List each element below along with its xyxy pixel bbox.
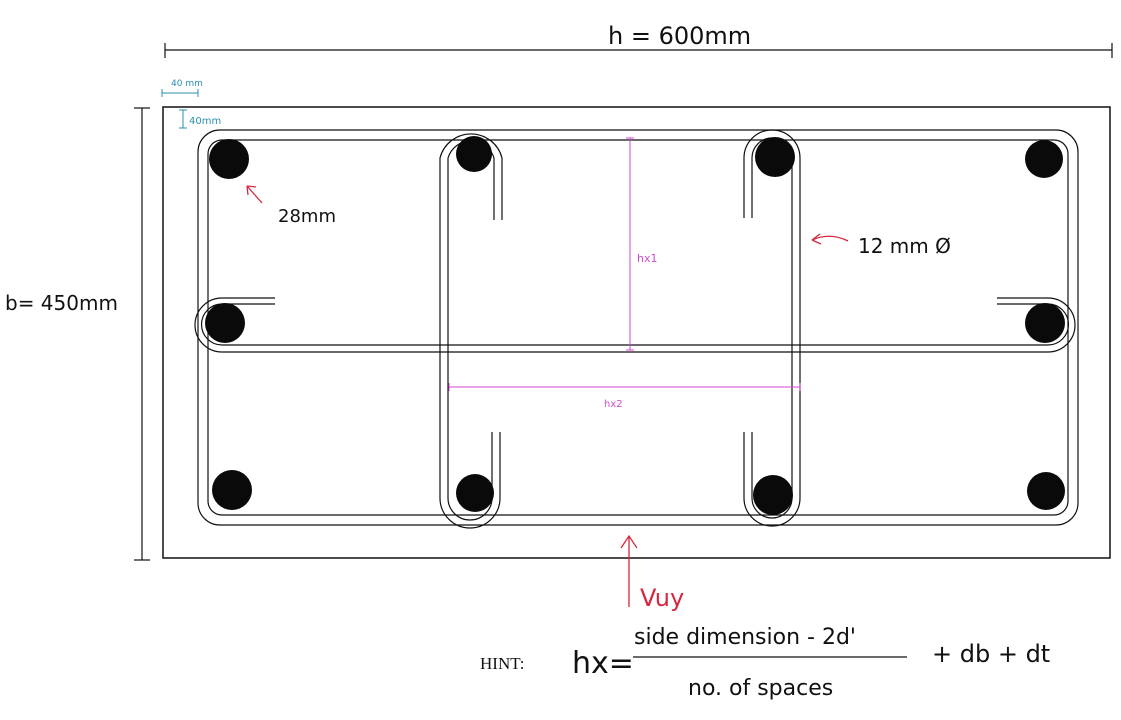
hint-numerator: side dimension - 2d' bbox=[634, 625, 856, 650]
horizontal-crosstie bbox=[194, 297, 1076, 353]
hint-tail: + db + dt bbox=[932, 640, 1050, 668]
bar-size-label: 28mm bbox=[278, 206, 336, 227]
rebar bbox=[1025, 303, 1065, 343]
hint-lhs: hx= bbox=[572, 646, 634, 681]
rebar bbox=[205, 303, 245, 343]
height-dimension: b= 450mm bbox=[5, 107, 150, 561]
perimeter-tie bbox=[197, 129, 1079, 526]
tie-size-callout: 12 mm Ø bbox=[811, 233, 951, 258]
width-label: h = 600mm bbox=[608, 22, 751, 50]
cover-dimensions: 40 mm 40mm bbox=[161, 79, 221, 129]
shear-arrow: Vuy bbox=[620, 534, 684, 612]
right-inner-tie bbox=[743, 129, 801, 527]
longitudinal-bars bbox=[205, 136, 1065, 515]
rebar bbox=[456, 136, 492, 172]
tie-size-label: 12 mm Ø bbox=[858, 234, 951, 258]
hx1-label: hx1 bbox=[637, 252, 657, 265]
hint-label: HINT: bbox=[480, 654, 524, 673]
hx2-label: hx2 bbox=[604, 399, 623, 410]
rebar bbox=[456, 474, 494, 512]
hint-denominator: no. of spaces bbox=[688, 676, 833, 701]
hx2-dimension: hx2 bbox=[448, 383, 801, 410]
bar-size-callout: 28mm bbox=[246, 185, 336, 227]
rebar bbox=[1025, 140, 1063, 178]
rebar bbox=[1027, 472, 1065, 510]
rebar bbox=[209, 139, 249, 179]
hx1-dimension: hx1 bbox=[626, 137, 657, 351]
hint-formula: HINT: hx= side dimension - 2d' no. of sp… bbox=[480, 625, 1050, 701]
rebar bbox=[755, 137, 795, 177]
shear-label: Vuy bbox=[640, 584, 684, 612]
column-outline bbox=[162, 106, 1111, 559]
width-dimension: h = 600mm bbox=[164, 22, 1113, 58]
cover-v-label: 40mm bbox=[189, 116, 221, 127]
height-label: b= 450mm bbox=[5, 291, 118, 315]
rebar bbox=[753, 475, 793, 515]
left-inner-tie bbox=[439, 133, 503, 529]
rebar bbox=[212, 470, 252, 510]
cover-h-label: 40 mm bbox=[171, 79, 203, 89]
